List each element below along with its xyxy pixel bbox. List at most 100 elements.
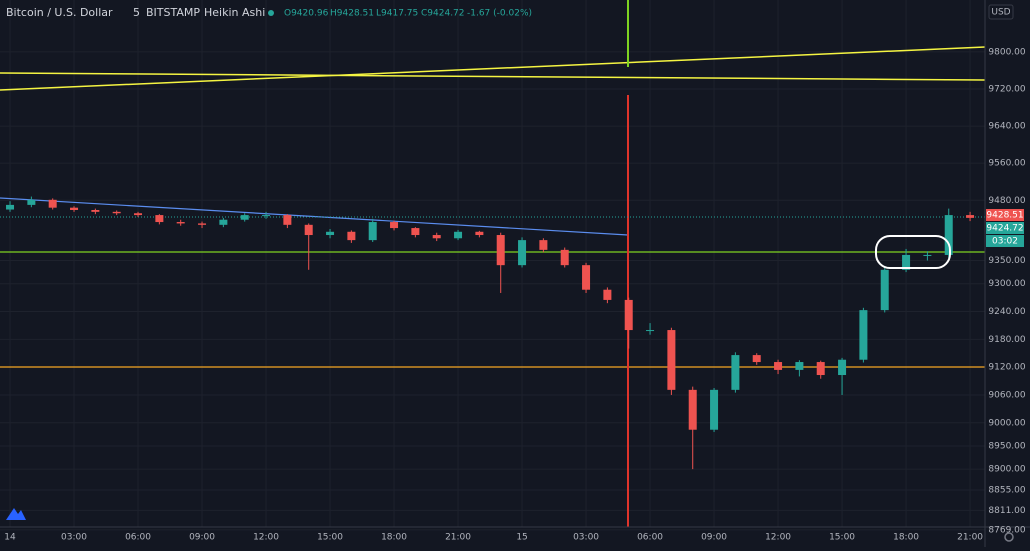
candles [6, 196, 975, 470]
price-badge-label: 03:02 [992, 237, 1018, 247]
readout-close: C9424.72 [421, 9, 465, 19]
candle-body [112, 211, 121, 214]
chart-style: Heikin Ashi [204, 6, 265, 19]
y-tick-label: 9120.00 [988, 363, 1025, 373]
highlight-box [875, 235, 951, 269]
candle-body [624, 299, 633, 331]
candle-body [518, 240, 527, 266]
candle-body [27, 199, 36, 205]
candle-body [902, 254, 911, 270]
candle-body [304, 224, 313, 236]
x-tick-label: 18:00 [381, 533, 407, 543]
axes: 9800.00 9720.00 9640.00 9560.00 9480.00 9350.… [4, 47, 1026, 542]
candle-body [603, 289, 612, 300]
x-tick-label: 03:00 [573, 533, 599, 543]
readout-high: H9428.51 [330, 9, 374, 19]
candle-body [219, 219, 228, 225]
candle-body [454, 231, 463, 239]
exchange: BITSTAMP [146, 6, 200, 19]
candle-body [368, 222, 377, 241]
y-tick-label: 9640.00 [988, 122, 1025, 132]
y-tick-label: 9000.00 [988, 418, 1025, 428]
candle-body [752, 355, 761, 363]
logo[interactable] [6, 508, 26, 520]
x-tick-label: 14 [4, 533, 16, 543]
candle-body [560, 249, 569, 266]
y-tick-label: 8855.00 [988, 485, 1025, 495]
candle-body [539, 240, 548, 250]
price-badge-label: 9428.51 [986, 211, 1023, 221]
y-tick-label: 9060.00 [988, 390, 1025, 400]
readout-change: -1.67 (-0.02%) [467, 9, 532, 19]
x-tick-label: 15 [516, 533, 527, 543]
candle-body [944, 215, 953, 255]
candle-body [710, 389, 719, 430]
candle-body [774, 362, 783, 370]
candle-body [496, 235, 505, 266]
candle-body [48, 199, 57, 208]
readout-low: L9417.75 [376, 9, 418, 19]
candle-body [70, 207, 79, 210]
candle-body [475, 231, 484, 236]
x-tick-label: 15:00 [317, 533, 343, 543]
x-tick-label: 06:00 [637, 533, 663, 543]
price-badge-label: 9424.72 [986, 224, 1023, 234]
candle-body [880, 269, 889, 311]
y-tick-label: 9350.00 [988, 256, 1025, 266]
price-axis [985, 0, 1030, 547]
candle-body [923, 254, 932, 256]
y-tick-label: 8811.00 [988, 506, 1025, 516]
y-tick-label: 8900.00 [988, 465, 1025, 475]
candle-body [6, 204, 15, 210]
candle-body [326, 231, 335, 236]
grid [0, 0, 985, 531]
status-dot [268, 10, 274, 16]
price-badge [986, 222, 1024, 234]
candle-body [646, 330, 655, 332]
y-tick-label: 9240.00 [988, 307, 1025, 317]
y-tick-label: 9180.00 [988, 335, 1025, 345]
candle-body [838, 359, 847, 376]
candle-body [240, 215, 249, 220]
y-tick-label: 8769.00 [988, 525, 1025, 535]
trend-line [0, 197, 629, 236]
currency-box[interactable] [988, 4, 1014, 20]
y-tick-label: 9560.00 [988, 159, 1025, 169]
candle-body [134, 213, 143, 216]
x-tick-label: 21:00 [957, 533, 983, 543]
symbol: Bitcoin / U.S. Dollar [6, 6, 113, 19]
y-tick-label: 9480.00 [988, 196, 1025, 206]
x-tick-label: 09:00 [701, 533, 727, 543]
x-tick-label: 03:00 [61, 533, 87, 543]
settings-icon[interactable] [1004, 532, 1014, 542]
candle-body [795, 362, 804, 370]
candle-body [347, 231, 356, 241]
y-tick-label: 9300.00 [988, 279, 1025, 289]
interval: 5 [133, 6, 140, 19]
candle-body [262, 215, 271, 217]
x-tick-label: 18:00 [893, 533, 919, 543]
readout-open: O9420.96 [284, 9, 329, 19]
trend-line [0, 46, 986, 91]
x-tick-label: 21:00 [445, 533, 471, 543]
candle-body [432, 235, 441, 239]
candle-body [667, 330, 676, 390]
x-tick-label: 12:00 [765, 533, 791, 543]
trend-line [0, 72, 986, 81]
candle-body [731, 355, 740, 390]
candle-body [176, 222, 185, 224]
price-badge [986, 235, 1024, 247]
x-tick-label: 09:00 [189, 533, 215, 543]
candle-body [966, 215, 975, 218]
candle-body [688, 389, 697, 430]
candle-body [816, 362, 825, 376]
candle-body [411, 228, 420, 236]
candle-body [390, 222, 399, 229]
currency[interactable]: USD [991, 8, 1010, 18]
candle-body [283, 215, 292, 225]
candle-body [198, 223, 207, 225]
y-tick-label: 9720.00 [988, 85, 1025, 95]
